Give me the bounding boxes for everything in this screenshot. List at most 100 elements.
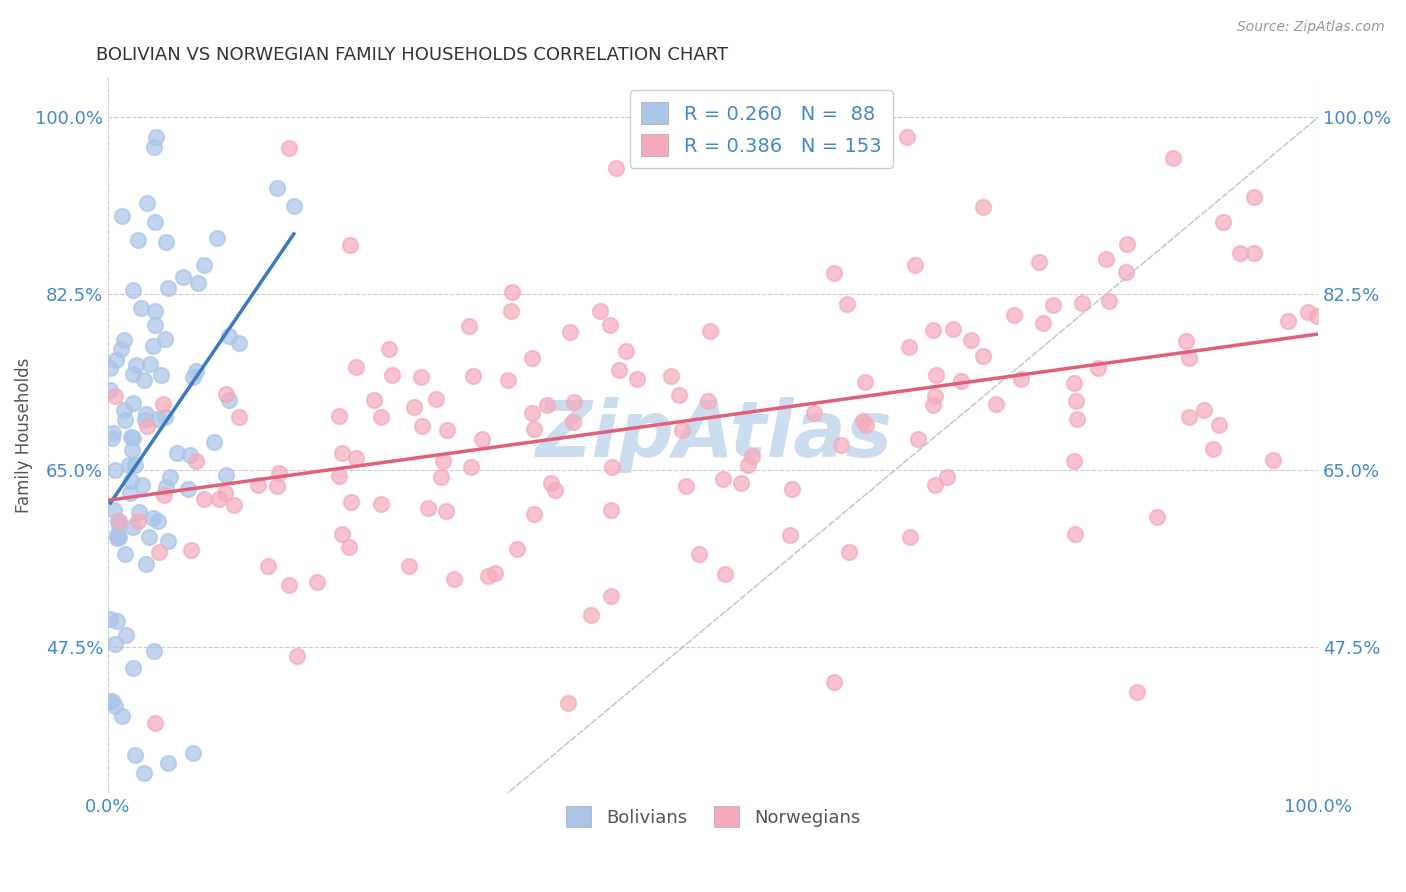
- Point: [339, 495, 361, 509]
- Point: [425, 392, 447, 406]
- Point: [536, 398, 558, 412]
- Point: [925, 368, 948, 382]
- Point: [100, 383, 122, 397]
- Point: [269, 467, 291, 481]
- Point: [214, 486, 236, 500]
- Point: [105, 528, 128, 542]
- Point: [120, 430, 142, 444]
- Point: [184, 364, 207, 378]
- Point: [626, 372, 648, 386]
- Point: [562, 415, 585, 429]
- Point: [830, 438, 852, 452]
- Point: [122, 431, 145, 445]
- Point: [380, 368, 402, 383]
- Point: [330, 446, 353, 460]
- Point: [138, 530, 160, 544]
- Point: [142, 511, 165, 525]
- Point: [599, 318, 621, 332]
- Point: [1070, 296, 1092, 310]
- Point: [135, 407, 157, 421]
- Point: [605, 161, 627, 175]
- Point: [146, 412, 169, 426]
- Point: [121, 283, 143, 297]
- Point: [150, 368, 173, 382]
- Point: [557, 696, 579, 710]
- Point: [1194, 403, 1216, 417]
- Point: [600, 460, 623, 475]
- Point: [942, 322, 965, 336]
- Point: [107, 514, 129, 528]
- Point: [153, 410, 176, 425]
- Point: [463, 368, 485, 383]
- Point: [107, 514, 129, 528]
- Point: [153, 488, 176, 502]
- Point: [378, 342, 401, 356]
- Point: [153, 332, 176, 346]
- Point: [972, 200, 994, 214]
- Point: [266, 479, 288, 493]
- Point: [496, 373, 519, 387]
- Point: [307, 574, 329, 589]
- Point: [1174, 334, 1197, 348]
- Point: [118, 458, 141, 473]
- Point: [127, 234, 149, 248]
- Point: [159, 470, 181, 484]
- Point: [659, 368, 682, 383]
- Point: [121, 442, 143, 457]
- Point: [104, 463, 127, 477]
- Point: [607, 363, 630, 377]
- Point: [471, 433, 494, 447]
- Point: [110, 342, 132, 356]
- Point: [148, 545, 170, 559]
- Point: [120, 485, 142, 500]
- Point: [600, 502, 623, 516]
- Point: [101, 426, 124, 441]
- Point: [129, 301, 152, 315]
- Point: [105, 615, 128, 629]
- Point: [193, 491, 215, 506]
- Point: [157, 281, 180, 295]
- Point: [1002, 308, 1025, 322]
- Point: [1087, 360, 1109, 375]
- Point: [1098, 293, 1121, 308]
- Point: [1161, 151, 1184, 165]
- Point: [936, 469, 959, 483]
- Point: [107, 517, 129, 532]
- Point: [429, 470, 451, 484]
- Point: [127, 514, 149, 528]
- Point: [145, 318, 167, 332]
- Point: [328, 409, 350, 423]
- Point: [143, 644, 166, 658]
- Point: [218, 329, 240, 343]
- Point: [1042, 298, 1064, 312]
- Point: [780, 482, 803, 496]
- Point: [1178, 351, 1201, 365]
- Point: [131, 478, 153, 492]
- Point: [105, 531, 128, 545]
- Point: [434, 504, 457, 518]
- Point: [134, 374, 156, 388]
- Point: [111, 210, 134, 224]
- Point: [278, 140, 301, 154]
- Point: [344, 450, 367, 465]
- Point: [139, 358, 162, 372]
- Point: [668, 388, 690, 402]
- Point: [202, 434, 225, 449]
- Point: [741, 449, 763, 463]
- Point: [1032, 316, 1054, 330]
- Point: [1296, 304, 1319, 318]
- Point: [1208, 417, 1230, 432]
- Point: [285, 648, 308, 663]
- Point: [699, 324, 721, 338]
- Point: [114, 548, 136, 562]
- Point: [112, 403, 135, 417]
- Point: [108, 530, 131, 544]
- Point: [972, 349, 994, 363]
- Point: [823, 267, 845, 281]
- Point: [523, 508, 546, 522]
- Point: [143, 215, 166, 229]
- Point: [100, 694, 122, 708]
- Point: [922, 398, 945, 412]
- Point: [330, 527, 353, 541]
- Point: [277, 578, 299, 592]
